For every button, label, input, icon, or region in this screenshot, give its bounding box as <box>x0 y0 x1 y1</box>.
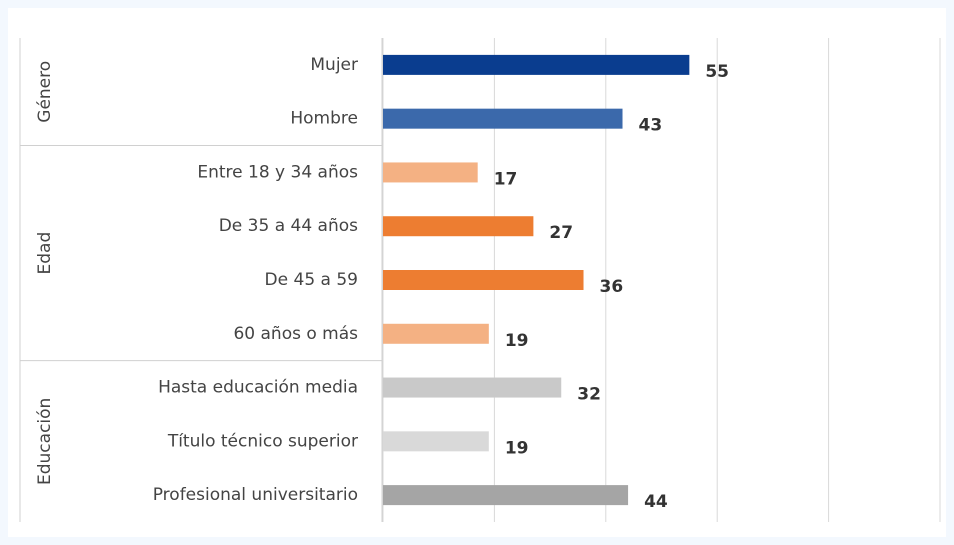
value-label: 43 <box>639 116 663 136</box>
category-label: Entre 18 y 34 años <box>197 162 358 182</box>
value-label: 36 <box>600 277 624 297</box>
value-label: 19 <box>505 331 529 351</box>
category-label: De 45 a 59 <box>265 270 358 290</box>
category-label: Hombre <box>290 109 358 129</box>
group-label: Educación <box>35 398 55 485</box>
category-label: De 35 a 44 años <box>219 216 358 236</box>
bar <box>383 216 534 237</box>
value-label: 32 <box>577 385 601 405</box>
bar <box>383 162 478 183</box>
bar <box>383 54 690 75</box>
bar <box>383 485 629 506</box>
category-label: Hasta educación media <box>158 378 358 398</box>
bar <box>383 108 623 129</box>
bar <box>383 431 489 452</box>
bar <box>383 270 584 290</box>
value-label: 19 <box>505 438 529 458</box>
group-label: Edad <box>35 232 55 275</box>
group-label: Género <box>35 61 55 123</box>
value-label: 55 <box>705 62 729 82</box>
category-label: Profesional universitario <box>153 485 358 505</box>
value-label: 27 <box>549 223 573 243</box>
value-label: 44 <box>644 492 668 512</box>
category-label: Título técnico superior <box>167 431 358 451</box>
value-label: 17 <box>494 169 518 189</box>
bar <box>383 377 562 398</box>
category-label: Mujer <box>310 55 358 75</box>
bar <box>383 323 489 344</box>
category-label: 60 años o más <box>233 324 358 344</box>
